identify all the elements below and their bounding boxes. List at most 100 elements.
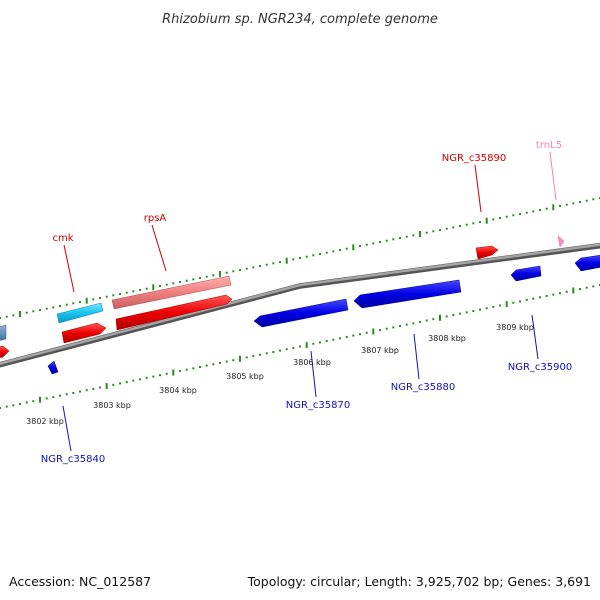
minor-tick: [192, 367, 195, 370]
minor-tick: [465, 311, 468, 314]
minor-tick: [165, 283, 168, 286]
minor-tick: [379, 329, 381, 332]
rpsA-label[interactable]: rpsA: [144, 213, 167, 224]
minor-tick: [385, 239, 388, 242]
genome-backbone-highlight: [0, 243, 600, 365]
minor-tick: [245, 267, 248, 270]
minor-tick: [545, 207, 548, 210]
minor-tick: [539, 296, 541, 299]
minor-tick: [432, 318, 435, 321]
trnL5-label[interactable]: trnL5: [536, 140, 562, 151]
minor-tick: [152, 375, 155, 378]
ngr-c35880-cds[interactable]: [353, 279, 462, 309]
scale-label: 3807 kbp: [361, 346, 399, 355]
left-edge-reverse-feature[interactable]: [0, 324, 7, 341]
minor-tick: [265, 263, 268, 266]
ngr-c35880-label[interactable]: NGR_c35880: [391, 382, 456, 393]
minor-tick: [579, 201, 581, 203]
ngr-c35900-cds[interactable]: [510, 265, 542, 282]
minor-tick: [259, 353, 261, 356]
minor-tick: [519, 300, 521, 303]
minor-tick: [265, 352, 268, 355]
minor-tick: [245, 356, 248, 359]
minor-tick: [419, 320, 421, 323]
minor-tick: [359, 333, 361, 336]
minor-tick: [79, 390, 81, 393]
ngr-c35890-cds[interactable]: [475, 245, 499, 260]
minor-tick: [272, 262, 275, 265]
minor-tick: [505, 215, 508, 218]
cmk-cds[interactable]: [61, 322, 107, 344]
rpsA-leader: [151, 224, 167, 272]
minor-tick: [252, 355, 255, 358]
minor-tick: [225, 271, 228, 274]
major-tick: [352, 244, 355, 251]
minor-tick: [165, 372, 168, 375]
minor-tick: [405, 323, 408, 326]
minor-tick: [492, 218, 495, 221]
minor-tick: [185, 279, 188, 282]
major-tick: [372, 328, 375, 335]
ngr-c35900-label[interactable]: NGR_c35900: [508, 362, 573, 373]
minor-tick: [279, 349, 281, 352]
ngr-c35870-label[interactable]: NGR_c35870: [286, 400, 351, 411]
minor-tick: [25, 311, 28, 314]
cmk-feature[interactable]: [56, 302, 104, 324]
left-edge-forward-cds[interactable]: [0, 345, 10, 358]
minor-tick: [219, 361, 221, 364]
ngr-c35890-label[interactable]: NGR_c35890: [442, 153, 507, 164]
ngr-c35900-leader: [531, 314, 539, 360]
gene-labels: cmk rpsA NGR_c35890 trnL5 NGR_c35840 NGR…: [41, 140, 573, 465]
minor-tick: [472, 222, 475, 225]
ngr-c35870-cds[interactable]: [253, 298, 349, 328]
minor-tick: [232, 270, 235, 273]
ngr-c35840-cds[interactable]: [47, 360, 59, 375]
minor-tick: [479, 308, 481, 311]
minor-tick: [5, 315, 8, 318]
major-tick: [439, 314, 441, 321]
forward-features: [0, 235, 565, 358]
major-tick: [572, 287, 575, 294]
minor-tick: [559, 292, 561, 295]
rpsA-cds[interactable]: [115, 294, 233, 331]
minor-tick: [532, 210, 535, 213]
minor-tick: [65, 303, 68, 306]
minor-tick: [119, 382, 121, 385]
minor-tick: [339, 337, 341, 340]
minor-tick: [592, 285, 595, 288]
ngr-c35840-label[interactable]: NGR_c35840: [41, 454, 106, 465]
minor-tick: [59, 305, 61, 307]
minor-tick: [325, 251, 328, 254]
minor-tick: [25, 401, 28, 404]
minor-tick: [552, 293, 555, 296]
minor-tick: [259, 265, 261, 267]
minor-tick: [565, 290, 568, 293]
minor-tick: [0, 317, 1, 319]
minor-tick: [365, 243, 368, 246]
minor-tick: [72, 392, 75, 394]
ngr-c35840-leader: [62, 405, 72, 452]
scale-label: 3802 kbp: [26, 417, 64, 426]
trnL5-trna[interactable]: [557, 235, 565, 248]
minor-tick: [379, 241, 381, 243]
minor-tick: [99, 297, 101, 299]
minor-tick: [412, 322, 415, 325]
minor-tick: [565, 203, 568, 206]
minor-tick: [472, 310, 475, 312]
rpsA-feature[interactable]: [111, 275, 232, 310]
scale-label: 3803 kbp: [93, 401, 131, 410]
minor-tick: [45, 307, 48, 310]
scale-label: 3805 kbp: [226, 372, 264, 381]
minor-tick: [312, 254, 315, 257]
right-edge-reverse-cds[interactable]: [574, 255, 600, 272]
minor-tick: [525, 211, 528, 214]
cmk-label[interactable]: cmk: [52, 233, 73, 244]
minor-tick: [145, 287, 148, 290]
minor-tick: [339, 249, 341, 251]
minor-tick: [125, 381, 128, 383]
major-tick: [19, 311, 21, 317]
minor-tick: [52, 396, 55, 399]
major-tick: [219, 271, 221, 277]
minor-tick: [592, 198, 595, 201]
